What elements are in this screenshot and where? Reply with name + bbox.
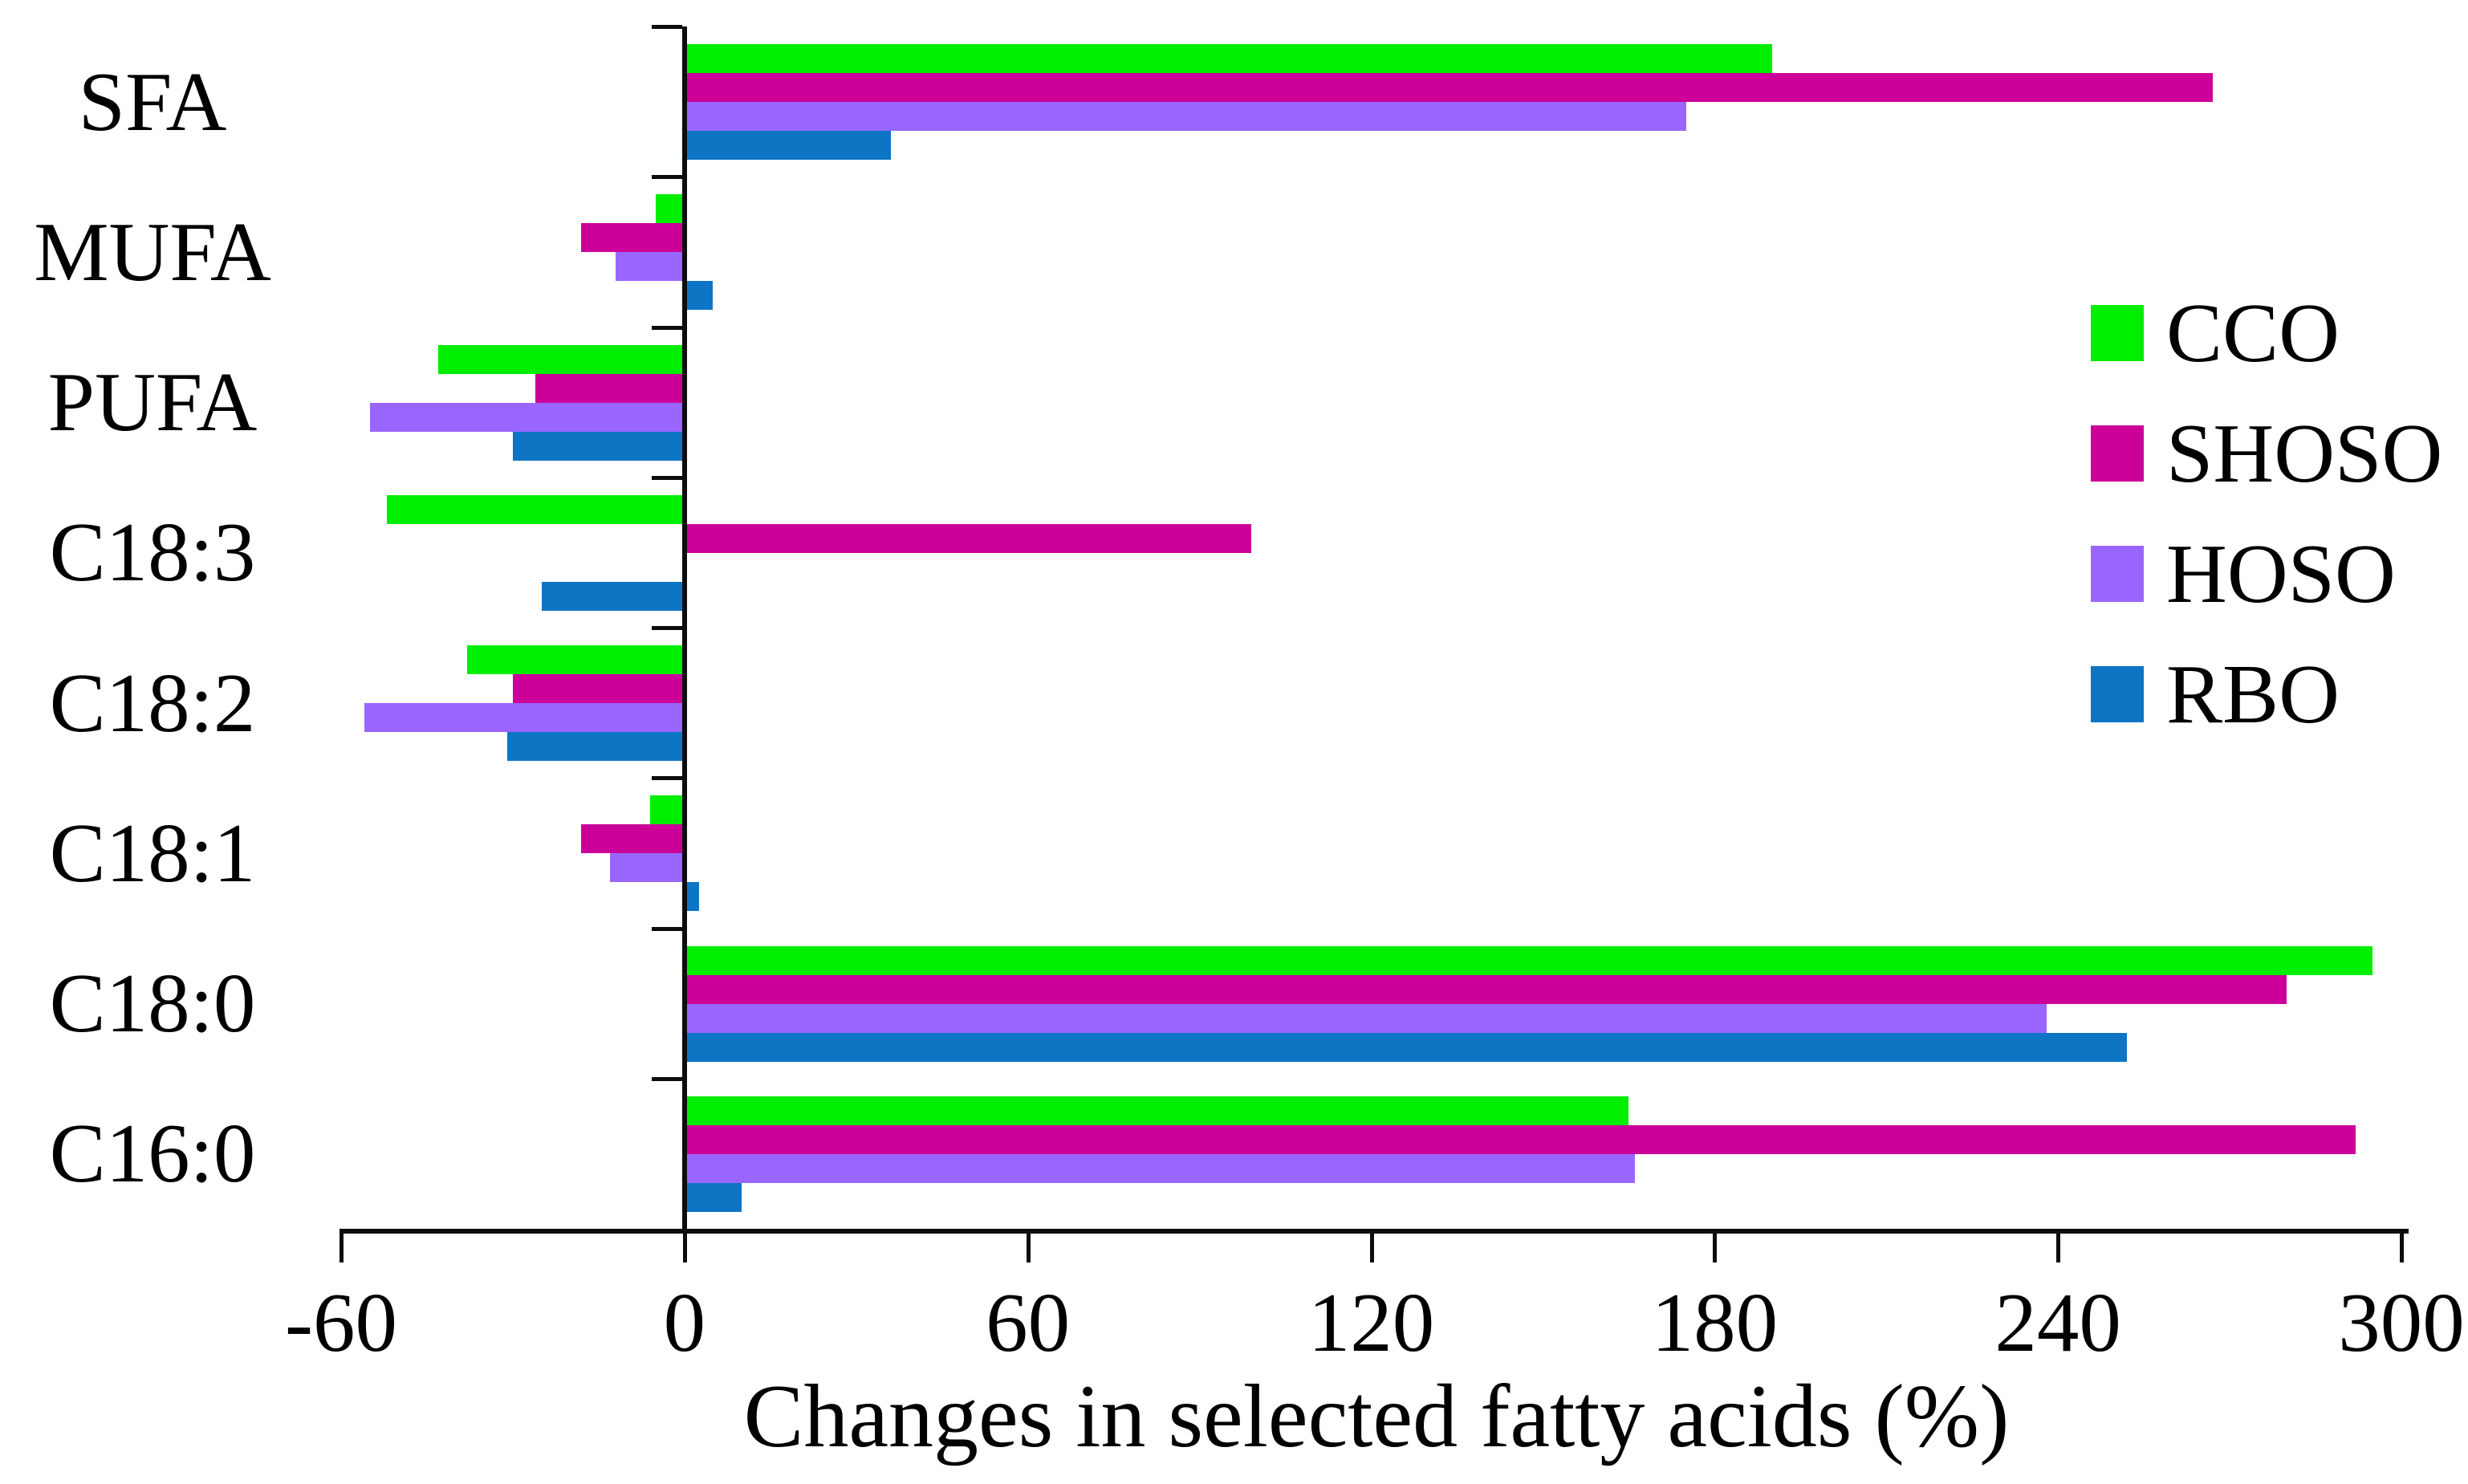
bar-c18-2-rbo [506,732,685,761]
bar-mufa-hoso [616,252,685,282]
bar-c16-0-rbo [684,1182,742,1212]
legend-item-cco: CCO [2091,289,2340,377]
bar-c18-3-shoso [684,523,1251,553]
bar-c18-2-shoso [512,674,685,703]
bar-c18-1-cco [650,795,685,825]
bar-c16-0-cco [684,1096,1629,1125]
x-tick [1713,1229,1718,1262]
y-tick [652,776,682,781]
legend-label-hoso: HOSO [2166,527,2396,620]
x-tick-label: -60 [285,1275,397,1369]
y-tick [652,175,682,180]
legend-item-rbo: RBO [2091,650,2340,738]
x-tick-label: 300 [2338,1275,2465,1369]
bar-c18-2-hoso [364,703,685,732]
category-label-c18-3: C18:3 [49,505,256,600]
bar-c18-3-cco [387,494,685,524]
category-label-c18-1: C18:1 [49,805,256,900]
bar-c18-1-hoso [610,853,685,883]
x-tick-label: 180 [1651,1275,1779,1369]
bar-pufa-cco [438,344,685,374]
x-tick-label: 60 [986,1275,1071,1369]
x-tick [2400,1229,2404,1262]
bar-sfa-cco [684,44,1772,73]
bar-c18-1-rbo [684,882,699,912]
y-axis-line [682,26,687,1234]
legend-item-hoso: HOSO [2091,530,2396,618]
x-tick-label: 120 [1307,1275,1435,1369]
y-tick [652,926,682,931]
legend-swatch-cco [2091,305,2144,361]
x-tick [2056,1229,2061,1262]
legend-swatch-shoso [2091,425,2144,482]
bar-c18-1-shoso [581,824,685,854]
bar-mufa-cco [656,194,685,224]
category-label-mufa: MUFA [34,204,271,299]
legend-item-shoso: SHOSO [2091,409,2442,498]
bar-c18-0-hoso [684,1003,2047,1033]
legend-label-rbo: RBO [2166,647,2340,741]
x-tick-label: 240 [1994,1275,2121,1369]
x-tick [1026,1229,1031,1262]
category-label-pufa: PUFA [47,355,258,449]
x-tick [1369,1229,1374,1262]
bar-c18-2-cco [466,645,685,674]
bar-c18-0-rbo [684,1032,2127,1062]
x-axis-line [341,1229,2409,1234]
category-label-c18-0: C18:0 [49,956,256,1051]
bar-sfa-shoso [684,73,2213,102]
y-tick [652,325,682,330]
y-tick [652,626,682,630]
bar-pufa-shoso [535,373,685,403]
bar-sfa-hoso [684,102,1686,131]
x-tick-label: 0 [663,1275,706,1369]
bar-mufa-rbo [684,281,714,311]
y-tick [652,25,682,29]
bar-c16-0-hoso [684,1153,1635,1183]
legend-label-shoso: SHOSO [2166,406,2443,500]
x-tick [682,1229,687,1262]
bar-c18-0-shoso [684,974,2287,1004]
y-tick [652,475,682,480]
category-label-sfa: SFA [78,54,227,148]
bar-pufa-rbo [512,431,685,461]
bar-c16-0-shoso [684,1124,2356,1154]
x-axis-title: Changes in selected fatty acids (%) [743,1367,2010,1466]
legend-swatch-rbo [2091,666,2144,722]
y-tick [652,1076,682,1081]
bar-pufa-hoso [369,402,685,432]
legend-swatch-hoso [2091,546,2144,602]
legend-label-cco: CCO [2166,286,2340,380]
bar-c18-0-cco [684,945,2373,975]
category-label-c18-2: C18:2 [49,655,256,750]
x-tick [340,1229,344,1262]
bar-sfa-rbo [684,131,891,160]
bar-c18-3-rbo [541,581,685,611]
bar-mufa-shoso [581,223,685,253]
category-label-c16-0: C16:0 [49,1106,256,1201]
